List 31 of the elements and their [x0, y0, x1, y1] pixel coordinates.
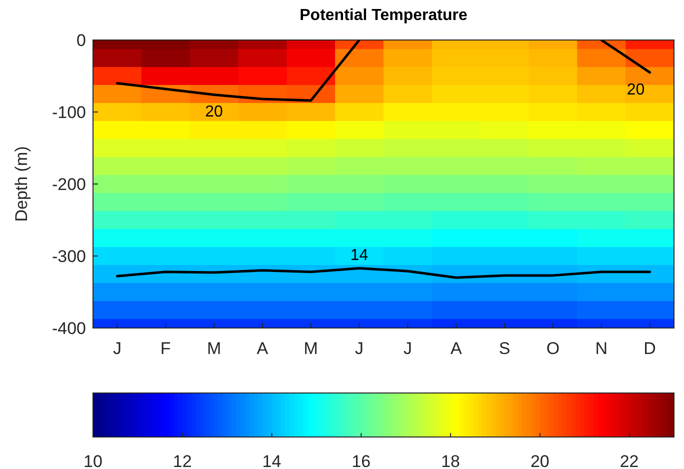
x-tick-label: N — [595, 339, 608, 358]
series-label: 14 — [350, 247, 368, 264]
series-label: 20 — [626, 81, 645, 98]
x-tick-label: A — [256, 339, 269, 358]
x-tick-label: J — [355, 339, 364, 358]
x-tick-label: D — [644, 339, 656, 358]
y-tick-label: -300 — [52, 247, 86, 266]
x-tick-label: M — [304, 339, 318, 358]
x-tick-label: F — [160, 339, 171, 358]
color-bar-label: 10 — [84, 452, 102, 469]
line-series — [116, 266, 652, 279]
x-tick-label: M — [206, 339, 222, 358]
line-series — [116, 40, 361, 102]
color-bar-label: 14 — [262, 452, 282, 469]
color-bar-label: 12 — [172, 452, 192, 469]
y-tick-label: -400 — [52, 319, 86, 338]
color-bar-label: 18 — [441, 452, 460, 469]
color-bar-label: 20 — [530, 452, 550, 469]
x-tick-label: J — [112, 339, 122, 358]
y-tick-label: -100 — [52, 103, 86, 122]
color-bar-label: 16 — [352, 452, 371, 469]
color-bar-label: 22 — [620, 452, 639, 469]
x-tick-label: A — [450, 339, 462, 358]
y-tick-label: 0 — [76, 31, 86, 50]
x-tick-label: S — [498, 339, 510, 358]
series-label: 20 — [205, 104, 224, 121]
x-tick-label: J — [403, 339, 412, 358]
y-tick-label: -200 — [52, 175, 86, 194]
y-axis-title: Depth (m) — [12, 146, 31, 222]
x-tick-label: O — [546, 339, 560, 358]
chart-title: Potential Temperature — [300, 7, 468, 24]
